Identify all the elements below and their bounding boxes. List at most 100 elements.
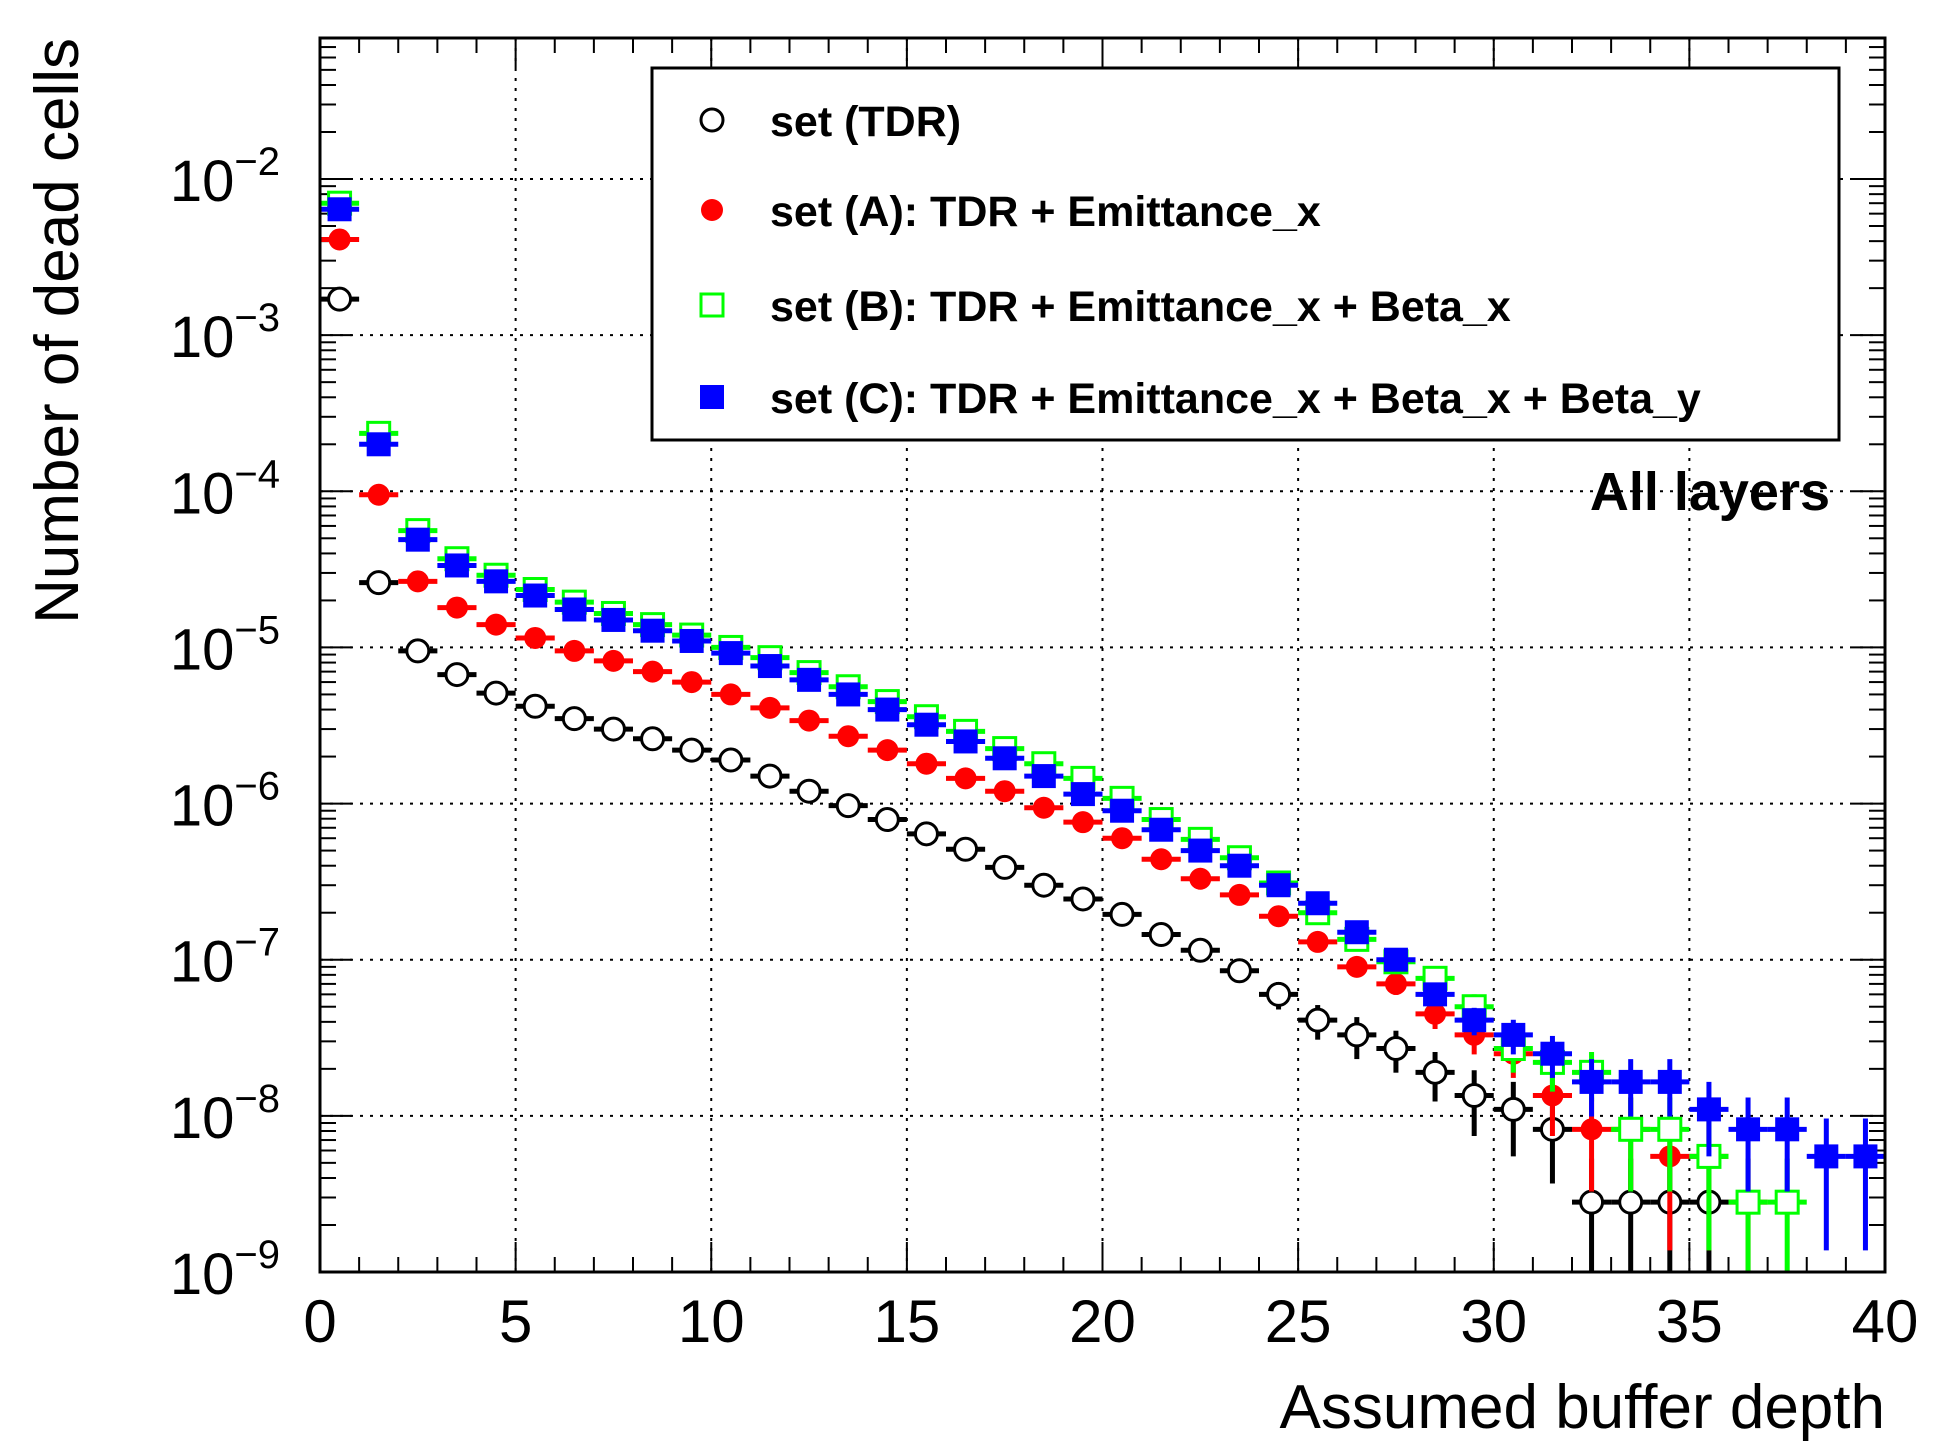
data-point: [757, 763, 783, 789]
data-points: [320, 190, 1885, 1272]
data-point: [1618, 1189, 1644, 1215]
data-point: [602, 649, 625, 672]
y-tick-label: 10−3: [170, 296, 280, 370]
data-point: [1150, 848, 1173, 871]
data-point: [1226, 958, 1252, 984]
data-point: [1188, 838, 1213, 863]
data-point: [1344, 1022, 1370, 1048]
data-point: [953, 836, 979, 862]
data-point: [1618, 1116, 1644, 1142]
annotation-all-layers: All layers: [1590, 462, 1830, 522]
data-point: [1189, 867, 1212, 890]
data-point: [1031, 764, 1056, 789]
data-point: [1187, 937, 1213, 963]
data-point: [915, 752, 938, 775]
x-tick-label: 40: [1852, 1288, 1919, 1355]
data-point: [1305, 891, 1330, 916]
data-point: [640, 726, 666, 752]
data-point: [1148, 922, 1174, 948]
y-tick-exponent: −8: [234, 1077, 280, 1121]
data-point: [523, 583, 548, 608]
data-point: [1227, 853, 1252, 878]
data-point: [993, 780, 1016, 803]
data-point: [1424, 1002, 1447, 1025]
y-tick-exponent: −7: [234, 921, 280, 965]
legend-marker: [699, 292, 725, 318]
data-point: [405, 527, 430, 552]
data-point: [1735, 1189, 1761, 1215]
data-point: [1657, 1069, 1682, 1094]
data-point: [367, 483, 390, 506]
data-point: [561, 706, 587, 732]
y-tick-label: 10−6: [170, 765, 280, 839]
data-point: [1109, 901, 1135, 927]
data-point: [1384, 972, 1407, 995]
data-point: [1775, 1117, 1800, 1142]
data-point: [1461, 1083, 1487, 1109]
x-axis-label: Assumed buffer depth: [1280, 1373, 1885, 1442]
data-point: [1696, 1097, 1721, 1122]
y-tick-label: 10−7: [170, 921, 280, 995]
data-point: [1423, 982, 1448, 1007]
data-point: [797, 667, 822, 692]
data-point: [444, 662, 470, 688]
data-point: [1070, 886, 1096, 912]
data-point: [1228, 883, 1251, 906]
data-point: [1580, 1118, 1603, 1141]
data-point: [600, 716, 626, 742]
legend-marker: [701, 199, 723, 221]
data-point: [483, 680, 509, 706]
legend-marker: [699, 107, 725, 133]
data-point: [913, 821, 939, 847]
data-point: [1031, 872, 1057, 898]
data-point: [1070, 782, 1095, 807]
data-point: [562, 597, 587, 622]
data-point: [327, 286, 353, 312]
data-point: [444, 553, 469, 578]
x-tick-label: 20: [1069, 1288, 1136, 1355]
data-point: [522, 693, 548, 719]
series-0: [320, 286, 1729, 1272]
data-point: [406, 570, 429, 593]
data-point: [1111, 827, 1134, 850]
legend-entry-label: set (A): TDR + Emittance_x: [770, 188, 1321, 236]
y-tick-exponent: −9: [234, 1233, 280, 1277]
x-tick-label: 0: [303, 1288, 336, 1355]
data-point: [1266, 873, 1291, 898]
data-point: [640, 618, 665, 643]
y-tick-exponent: −5: [234, 608, 280, 652]
data-point: [1071, 811, 1094, 834]
data-point: [328, 228, 351, 251]
data-point: [366, 432, 391, 457]
legend-entry-label: set (B): TDR + Emittance_x + Beta_x: [770, 283, 1511, 331]
plot-frame: [318, 36, 1887, 1274]
x-tick-label: 15: [874, 1288, 941, 1355]
y-tick-label: 10−9: [170, 1233, 280, 1307]
data-point: [327, 197, 352, 222]
data-point: [757, 654, 782, 679]
data-point: [484, 569, 509, 594]
data-point: [1736, 1117, 1761, 1142]
data-point: [1267, 905, 1290, 928]
data-point: [1149, 817, 1174, 842]
data-point: [1579, 1189, 1605, 1215]
data-point: [1422, 1059, 1448, 1085]
data-point: [680, 671, 703, 694]
data-point: [719, 683, 742, 706]
data-point: [679, 737, 705, 763]
data-point: [875, 697, 900, 722]
x-tick-label: 25: [1265, 1288, 1332, 1355]
x-tick-label: 30: [1460, 1288, 1527, 1355]
data-point: [1383, 1036, 1409, 1062]
y-axis-label: Number of dead cells: [23, 38, 92, 624]
y-tick-label: 10−8: [170, 1077, 280, 1151]
y-tick-label: 10−2: [170, 140, 280, 214]
legend-entry-label: set (TDR): [770, 98, 961, 146]
y-tick-exponent: −6: [234, 765, 280, 809]
axis-ticks: [319, 37, 1886, 1273]
x-tick-label: 5: [499, 1288, 532, 1355]
data-point: [1853, 1144, 1878, 1169]
data-point: [954, 767, 977, 790]
data-point: [1345, 955, 1368, 978]
